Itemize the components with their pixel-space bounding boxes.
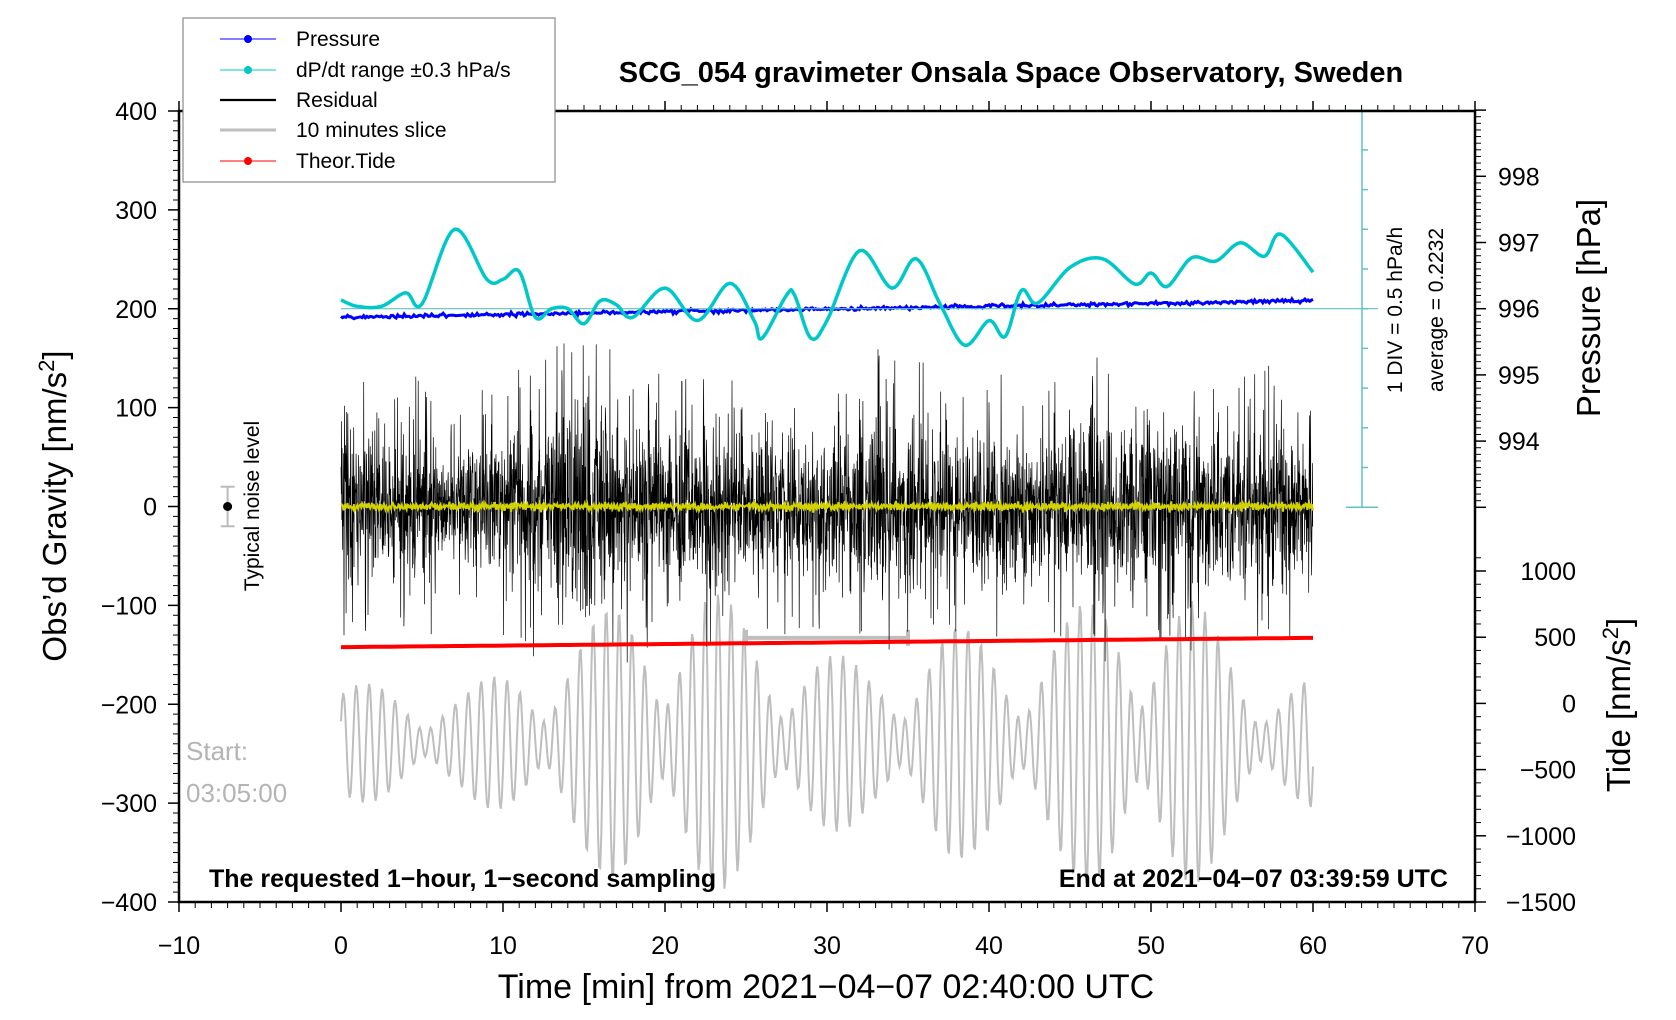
- x-tick-label: 0: [334, 932, 348, 960]
- y-axis-label-tide-sup: 2: [1598, 627, 1623, 639]
- rate-average-label: average = 0.2232: [1425, 228, 1448, 392]
- y-axis-label-gravity-sup: 2: [34, 360, 59, 372]
- axes-layer: −10 0 10 20 30 40 50 60 704003002001000−100−200−…: [101, 98, 1576, 960]
- y-tick-label-tide: −1500: [1506, 889, 1576, 917]
- y-axis-label-tide-text: Tide [nm/s: [1600, 639, 1637, 792]
- legend-marker-0: [244, 35, 252, 43]
- y-tick-label-gravity: −400: [101, 889, 157, 917]
- start-time: 03:05:00: [186, 778, 287, 808]
- legend-label-0: Pressure: [296, 28, 380, 51]
- y-tick-label-pressure: 997: [1498, 230, 1540, 258]
- rate-div-label: 1 DIV = 0.5 hPa/h: [1384, 227, 1407, 393]
- y-tick-label-pressure: 995: [1498, 362, 1540, 390]
- data-layer: [220, 109, 1378, 891]
- residual-mean-line: [340, 498, 1314, 515]
- y-tick-label-tide: 1000: [1520, 558, 1576, 586]
- legend-label-4: Theor.Tide: [296, 150, 396, 173]
- x-tick-label: 30: [813, 932, 841, 960]
- x-tick-label: 40: [975, 932, 1003, 960]
- x-tick-label: 70: [1461, 932, 1489, 960]
- y-tick-label-gravity: −100: [101, 592, 157, 620]
- y-tick-label-gravity: −200: [101, 691, 157, 719]
- pressure-line: [340, 295, 1314, 321]
- legend-label-2: Residual: [296, 89, 378, 112]
- bottom-right-annotation: End at 2021−04−07 03:39:59 UTC: [1059, 865, 1448, 893]
- legend: Pressure dP/dt range ±0.3 hPa/s Residual 10…: [182, 17, 556, 183]
- y-axis-label-gravity-text: Obs’d Gravity [nm/s: [36, 372, 73, 662]
- y-axis-label-tide-close: ]: [1600, 618, 1637, 627]
- noise-level-label: Typical noise level: [241, 421, 264, 591]
- y-tick-label-gravity: 100: [115, 395, 157, 423]
- noise-level-point: [223, 502, 233, 511]
- legend-marker-1: [244, 66, 252, 74]
- y-tick-label-gravity: −300: [101, 790, 157, 818]
- y-tick-label-gravity: 400: [115, 98, 157, 126]
- y-tick-label-tide: 0: [1562, 690, 1576, 718]
- dpdt-line: [340, 227, 1315, 347]
- y-axis-label-pressure: Pressure [hPa]: [1570, 199, 1607, 417]
- y-axis-label-gravity: Obs’d Gravity [nm/s2]: [34, 350, 73, 661]
- chart-title: SCG_054 gravimeter Onsala Space Observat…: [619, 57, 1403, 89]
- x-tick-label: −10: [158, 932, 200, 960]
- y-tick-label-pressure: 996: [1498, 296, 1540, 324]
- x-axis-label: Time [min] from 2021−04−07 02:40:00 UTC: [498, 968, 1154, 1006]
- x-tick-label: 60: [1299, 932, 1327, 960]
- y-tick-label-gravity: 200: [115, 296, 157, 324]
- y-tick-label-pressure: 994: [1498, 428, 1540, 456]
- y-tick-label-gravity: 0: [143, 494, 157, 522]
- legend-label-1: dP/dt range ±0.3 hPa/s: [296, 59, 511, 82]
- x-tick-label: 20: [651, 932, 679, 960]
- y-axis-label-gravity-close: ]: [36, 350, 73, 359]
- theor-tide-line: [341, 635, 1313, 650]
- x-tick-label: 50: [1137, 932, 1165, 960]
- residual-line: [340, 343, 1314, 663]
- x-tick-label: 10: [489, 932, 517, 960]
- bottom-left-annotation: The requested 1−hour, 1−second sampling: [209, 865, 716, 893]
- y-tick-label-tide: 500: [1534, 624, 1576, 652]
- start-label: Start:: [186, 736, 248, 766]
- y-axis-label-tide: Tide [nm/s2]: [1598, 618, 1637, 792]
- legend-marker-4: [244, 157, 252, 165]
- y-tick-label-tide: −1000: [1506, 823, 1576, 851]
- y-tick-label-gravity: 300: [115, 197, 157, 225]
- slice-line: [340, 594, 1314, 891]
- y-tick-label-tide: −500: [1520, 757, 1576, 785]
- legend-label-3: 10 minutes slice: [296, 119, 447, 142]
- y-tick-label-pressure: 998: [1498, 163, 1540, 191]
